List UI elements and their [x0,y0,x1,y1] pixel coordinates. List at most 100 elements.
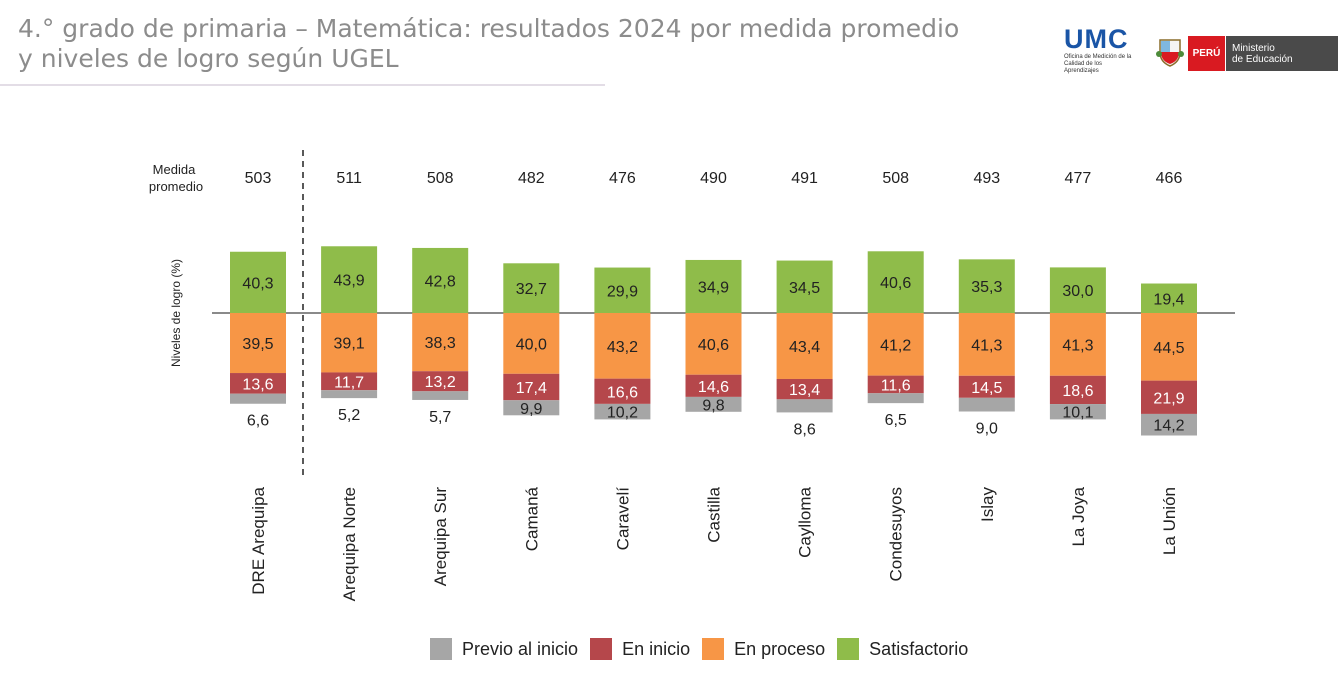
data-label-previo-al-inicio: 6,5 [885,412,907,429]
data-label-en-inicio: 11,6 [881,377,911,394]
data-label-en-inicio: 16,6 [607,384,638,401]
data-label-satisfactorio: 40,3 [242,275,273,292]
data-label-en-inicio: 13,2 [425,374,456,391]
data-label-previo-al-inicio: 8,6 [793,421,815,438]
umc-logo-text: UMC [1064,24,1129,54]
data-label-en-inicio: 14,5 [971,380,1002,397]
data-label-previo-al-inicio: 10,2 [607,405,638,422]
peru-coat-of-arms-icon [1156,39,1184,67]
data-label-satisfactorio: 34,9 [698,279,729,296]
bar-en-proceso [1049,313,1106,376]
ministry-logo: Ministerio de Educación [1226,36,1338,71]
bar-previo-al-inicio [1141,413,1197,436]
bar-previo-al-inicio [776,399,833,413]
medida-promedio-value: 490 [700,170,727,187]
data-label-satisfactorio: 34,5 [789,280,820,297]
umc-logo-subtitle: Oficina de Medición de la Calidad de los… [1064,54,1132,74]
data-label-previo-al-inicio: 5,7 [429,409,451,426]
bar-previo-al-inicio [594,403,651,420]
bar-en-proceso [230,313,286,374]
legend-label: Previo al inicio [462,638,579,659]
bar-en-proceso [412,313,469,372]
bar-previo-al-inicio [867,393,924,404]
bar-satisfactorio [503,263,560,313]
data-label-previo-al-inicio: 9,0 [976,420,998,437]
data-label-satisfactorio: 43,9 [334,273,365,290]
bar-previo-al-inicio [412,391,469,400]
category-label: Caylloma [796,486,815,557]
page-title: 4.° grado de primaria – Matemática: resu… [18,14,960,73]
legend-item: En inicio [590,638,690,660]
bar-satisfactorio [776,260,833,313]
legend-swatch [430,638,452,660]
category-label: La Joya [1069,486,1088,546]
category-label: DRE Arequipa [249,486,268,594]
data-label-en-proceso: 43,4 [789,339,820,356]
bar-en-inicio [958,375,1015,398]
data-label-en-proceso: 39,5 [242,336,273,353]
bar-satisfactorio [412,247,469,313]
data-label-satisfactorio: 35,3 [971,279,1002,296]
data-label-en-inicio: 11,7 [334,374,364,391]
category-label: Condesuyos [887,487,906,582]
ministry-line-1: Ministerio [1232,42,1275,54]
category-label: Caravelí [613,487,632,551]
data-label-en-inicio: 17,4 [516,380,547,397]
category-label: Camaná [522,486,541,551]
medida-promedio-label: Medida [153,162,196,177]
data-label-previo-al-inicio: 9,8 [702,397,724,414]
data-label-satisfactorio: 32,7 [516,281,547,298]
bar-en-proceso [1141,313,1197,381]
data-label-en-proceso: 44,5 [1153,340,1184,357]
y-axis-label: Niveles de logro (%) [169,259,183,367]
data-label-en-inicio: 13,6 [242,376,273,393]
bar-satisfactorio [867,251,924,313]
data-label-en-inicio: 21,9 [1153,390,1184,407]
bar-previo-al-inicio [230,393,286,404]
medida-promedio-value: 477 [1065,170,1092,187]
bar-satisfactorio [1049,267,1106,313]
bar-en-inicio [776,378,833,400]
legend-label: En inicio [622,638,691,659]
bar-satisfactorio [958,259,1015,313]
category-label: Castilla [705,486,724,542]
bar-en-proceso [594,313,651,379]
bar-en-inicio [685,374,742,397]
medida-promedio-value: 491 [791,170,818,187]
bar-satisfactorio [230,251,286,313]
bar-en-proceso [776,313,833,379]
bar-en-inicio [1049,375,1106,405]
data-label-en-proceso: 41,2 [880,337,911,354]
legend-label: Satisfactorio [869,638,969,659]
data-label-satisfactorio: 40,6 [880,275,911,292]
bar-satisfactorio [594,267,651,313]
data-label-satisfactorio: 29,9 [607,283,638,300]
legend-swatch [702,638,725,660]
bar-previo-al-inicio [685,396,742,412]
data-label-satisfactorio: 42,8 [425,273,456,290]
data-label-previo-al-inicio: 14,2 [1153,418,1184,435]
medida-promedio-value: 511 [336,170,362,187]
bar-en-proceso [321,313,378,373]
bar-en-inicio [230,373,286,394]
umc-logo: UMC Oficina de Medición de la Calidad de… [1064,24,1138,80]
bar-satisfactorio [321,246,378,313]
category-label: Arequipa Sur [431,487,450,587]
data-label-satisfactorio: 30,0 [1062,283,1093,300]
bar-en-proceso [503,313,560,374]
bar-satisfactorio [1141,283,1197,313]
medida-promedio-value: 493 [973,170,1000,187]
medida-promedio-value: 503 [245,170,272,187]
title-underline [0,84,605,86]
category-label: La Unión [1160,487,1179,555]
bar-en-inicio [321,372,378,391]
chart-legend: Previo al inicio En inicio En proceso Satis… [430,638,980,660]
bar-en-proceso [867,313,924,376]
medida-promedio-value: 508 [882,170,909,187]
data-label-en-proceso: 41,3 [1062,337,1093,354]
legend-swatch [590,638,613,660]
legend-item: Satisfactorio [837,638,968,660]
bar-previo-al-inicio [321,390,378,399]
legend-item: Previo al inicio [430,638,578,660]
medida-promedio-label: promedio [149,179,203,194]
